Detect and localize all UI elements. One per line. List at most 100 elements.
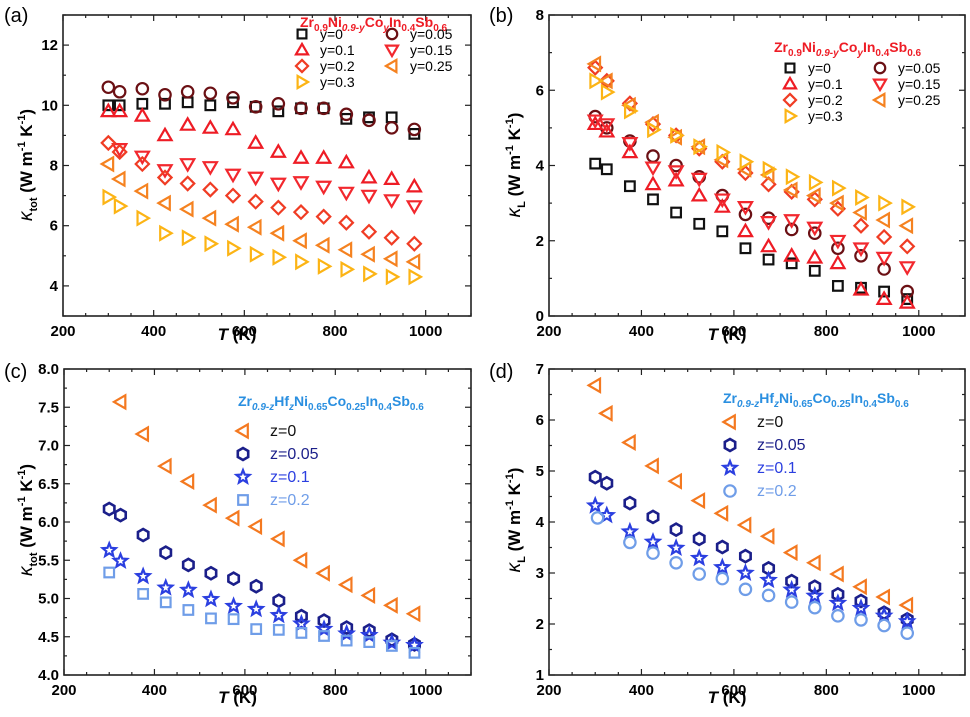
legend-label: y=0.2 [808, 92, 843, 108]
data-point [249, 578, 263, 594]
formula-part: 0.9-z [737, 399, 759, 410]
data-point [201, 209, 217, 227]
data-point [405, 200, 423, 215]
data-point [598, 118, 616, 133]
data-point [339, 107, 354, 122]
data-point [831, 241, 845, 256]
legend-title: Zr0.9Ni0.9-yCoyIn0.4Sb0.6 [300, 14, 448, 34]
data-point [179, 116, 197, 131]
data-point [102, 188, 118, 206]
data-point [713, 504, 729, 522]
legend-marker [782, 75, 798, 90]
data-point [736, 222, 754, 238]
data-point [112, 84, 127, 99]
data-point [831, 586, 845, 602]
data-point [292, 232, 307, 250]
data-point [900, 626, 915, 640]
data-point [667, 472, 683, 490]
legend-marker [873, 61, 887, 75]
data-point [224, 168, 242, 184]
data-point [901, 198, 917, 216]
x-axis-label: T (K) [218, 325, 257, 344]
data-point [292, 203, 310, 221]
x-axis-unit: (K) [229, 688, 257, 707]
data-point [227, 613, 240, 626]
data-point [136, 527, 150, 543]
y-axis-label-part: -1 [16, 141, 28, 151]
data-point [180, 84, 195, 99]
y-axis-label: κL (W m-1 K-1) [504, 468, 528, 573]
data-point [360, 189, 378, 205]
x-tick-label: 200 [536, 682, 561, 699]
data-point [806, 221, 824, 237]
data-point [383, 229, 400, 246]
legend-label: y=0.25 [898, 92, 941, 108]
data-point [597, 72, 613, 90]
data-point [179, 158, 197, 173]
data-point [785, 168, 801, 186]
y-axis-label-part: -1 [504, 500, 516, 510]
data-point [669, 522, 683, 538]
data-point [363, 636, 376, 649]
data-point [690, 492, 706, 510]
x-tick-label: 600 [721, 682, 746, 699]
x-tick-label: 400 [142, 682, 167, 699]
data-point [852, 204, 867, 222]
data-point [852, 280, 870, 296]
data-point [111, 393, 127, 411]
legend-label: y=0.05 [898, 60, 941, 76]
data-point [224, 187, 242, 204]
data-point [202, 496, 217, 514]
data-point [829, 254, 847, 270]
data-point [407, 122, 422, 137]
formula-part: In [389, 14, 401, 30]
formula-part: y [382, 23, 389, 34]
data-point [159, 97, 171, 110]
y-axis-label-part: K [505, 482, 524, 500]
data-point [363, 265, 378, 283]
data-point [692, 567, 707, 581]
y-tick-label: 2 [536, 233, 544, 250]
data-point [204, 565, 218, 581]
data-point [716, 225, 729, 238]
formula-part: Ni [779, 390, 793, 406]
formula-part: Co [365, 14, 384, 30]
formula-part: 0.25 [346, 402, 366, 413]
data-point [693, 217, 706, 230]
data-point [783, 214, 801, 229]
data-point [898, 596, 914, 614]
data-point [738, 582, 753, 597]
formula-part: z [773, 399, 779, 410]
panel-label: (a) [4, 5, 28, 27]
x-tick-label: 1000 [409, 682, 442, 699]
data-point [783, 247, 801, 262]
formula-part: 0.6 [410, 402, 424, 413]
x-tick-label: 800 [814, 682, 839, 699]
data-point [249, 245, 265, 263]
data-point [762, 253, 775, 266]
data-point [405, 177, 423, 193]
data-point [315, 180, 333, 196]
data-point [270, 199, 287, 216]
x-tick-label: 200 [536, 323, 561, 340]
panel-label: (b) [489, 5, 513, 27]
y-tick-label: 4.0 [38, 667, 59, 684]
legend-label: z=0.1 [270, 469, 310, 486]
data-point [875, 211, 891, 229]
data-point [360, 223, 378, 240]
data-point [246, 599, 266, 618]
data-point [716, 143, 732, 161]
data-point [294, 608, 308, 624]
data-point [739, 242, 752, 255]
data-point [644, 161, 662, 177]
data-point [784, 595, 799, 609]
legend-label: y=0.2 [320, 58, 355, 74]
x-axis-var: T [218, 325, 230, 344]
legend-marker [294, 58, 310, 74]
series-z=0.2 [103, 566, 421, 659]
data-point [852, 242, 870, 258]
legend-marker [296, 28, 308, 40]
data-point [831, 179, 847, 197]
data-point [360, 168, 378, 184]
y-axis-label-part: (W m [505, 155, 524, 201]
